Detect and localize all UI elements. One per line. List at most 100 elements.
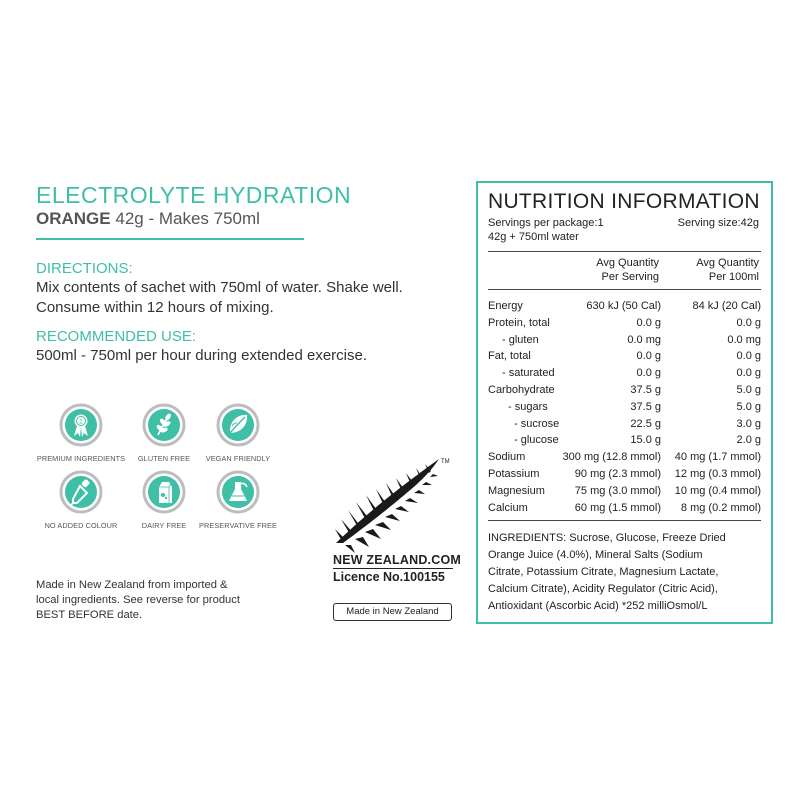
per-serving-value: 90 mg (2.3 mmol) xyxy=(574,468,661,480)
size-label: 42g - Makes 750ml xyxy=(115,209,260,228)
origin-line-2: local ingredients. See reverse for produ… xyxy=(36,594,240,606)
ingredients-list: INGREDIENTS: Sucrose, Glucose, Freeze Dr… xyxy=(488,530,766,615)
per-serving-value: 300 mg (12.8 mmol) xyxy=(562,451,661,464)
badge-preservative-free: PRESERVATIVE FREE xyxy=(188,469,288,530)
per-100ml-value: 40 mg (1.7 mmol) xyxy=(674,451,761,464)
panel-divider xyxy=(488,289,761,290)
per-serving-value: 0.0 g xyxy=(636,350,661,363)
origin-line-1: Made in New Zealand from imported & xyxy=(36,579,228,591)
nutrition-row: Energy 630 kJ (50 Cal) 84 kJ (20 Cal) xyxy=(488,300,761,317)
nutrition-row: Potassium 90 mg (2.3 mmol) 12 mg (0.3 mmol… xyxy=(488,468,761,485)
nutrition-row: - glucose 15.0 g 2.0 g xyxy=(488,434,761,451)
nz-licence: Licence No.100155 xyxy=(333,570,445,584)
per-serving-value: 0.0 g xyxy=(636,316,661,329)
product-title: ELECTROLYTE HYDRATION xyxy=(36,182,352,208)
trademark-mark: TM xyxy=(441,459,450,465)
flask-icon xyxy=(216,470,260,514)
col-header-per-serving: Avg Quantity Per Serving xyxy=(596,256,659,284)
nutrition-row: - gluten 0.0 mg 0.0 mg xyxy=(488,334,761,351)
per-serving-value: 37.5 g xyxy=(630,384,661,396)
origin-note: Made in New Zealand from imported & loca… xyxy=(36,578,276,623)
col-header-line: Per 100ml xyxy=(708,271,759,283)
nutrient-label: Energy xyxy=(488,300,523,312)
directions-heading: DIRECTIONS: xyxy=(36,260,133,277)
per-serving-value: 630 kJ (50 Cal) xyxy=(586,300,661,312)
nutrient-label: - sucrose xyxy=(514,417,560,430)
per-100ml-value: 84 kJ (20 Cal) xyxy=(692,300,761,312)
recommended-text: 500ml - 750ml per hour during extended e… xyxy=(36,347,368,364)
badge-label: DAIRY FREE xyxy=(141,521,187,530)
per-100ml-value: 12 mg (0.3 mmol) xyxy=(674,468,761,480)
col-header-line: Avg Quantity xyxy=(696,257,759,269)
ingredients-line: Citrate, Potassium Citrate, Magnesium La… xyxy=(488,566,719,578)
per-100ml-value: 2.0 g xyxy=(736,434,761,447)
nutrition-panel: NUTRITION INFORMATION Servings per packa… xyxy=(476,181,773,624)
nutrition-row: Calcium 60 mg (1.5 mmol) 8 mg (0.2 mmol) xyxy=(488,502,761,519)
per-serving-value: 37.5 g xyxy=(630,400,661,413)
per-100ml-value: 5.0 g xyxy=(736,400,761,413)
col-header-line: Avg Quantity xyxy=(596,257,659,269)
per-100ml-value: 10 mg (0.4 mmol) xyxy=(674,484,761,497)
per-100ml-value: 5.0 g xyxy=(736,384,761,396)
badge-label: NO ADDED COLOUR xyxy=(44,521,118,530)
serving-description: 42g + 750ml water xyxy=(488,231,579,243)
servings-per-package: Servings per package:1 xyxy=(488,217,604,229)
nutrition-row: - sugars 37.5 g 5.0 g xyxy=(488,401,761,418)
badge-gluten-free: GLUTEN FREE xyxy=(114,402,214,463)
nutrient-label: Potassium xyxy=(488,468,540,480)
nz-url: NEW ZEALAND.COM xyxy=(333,553,461,567)
per-100ml-value: 8 mg (0.2 mmol) xyxy=(680,501,761,514)
nutrient-label: Fat, total xyxy=(488,350,531,363)
nutrient-label: Sodium xyxy=(488,451,526,464)
badge-label: VEGAN FRIENDLY xyxy=(205,454,271,463)
per-100ml-value: 0.0 g xyxy=(736,367,761,380)
per-serving-value: 75 mg (3.0 mmol) xyxy=(574,484,661,497)
col-header-per-100ml: Avg Quantity Per 100ml xyxy=(696,256,759,284)
directions-line-1: Mix contents of sachet with 750ml of wat… xyxy=(36,279,403,296)
origin-line-3: BEST BEFORE date. xyxy=(36,609,143,621)
product-header: ELECTROLYTE HYDRATION ORANGE 42g - Makes… xyxy=(36,183,436,230)
leaf-icon xyxy=(216,403,260,447)
nutrition-row: Magnesium 75 mg (3.0 mmol) 10 mg (0.4 mmol… xyxy=(488,485,761,502)
wheat-icon xyxy=(142,403,186,447)
award-ribbon-icon: 1 xyxy=(59,403,103,447)
nutrition-row: Protein, total 0.0 g 0.0 g xyxy=(488,317,761,334)
per-serving-value: 0.0 g xyxy=(636,367,661,380)
milk-carton-icon xyxy=(142,470,186,514)
fern-logo-icon xyxy=(335,459,439,553)
per-100ml-value: 0.0 g xyxy=(736,350,761,363)
product-subtitle: ORANGE 42g - Makes 750ml xyxy=(36,208,436,230)
serving-size: Serving size:42g xyxy=(677,217,759,229)
directions-line-2: Consume within 12 hours of mixing. xyxy=(36,299,274,316)
badge-vegan-friendly: VEGAN FRIENDLY xyxy=(188,402,288,463)
nutrient-label: - glucose xyxy=(514,434,559,447)
svg-text:1: 1 xyxy=(79,419,83,426)
nutrition-row: Fat, total 0.0 g 0.0 g xyxy=(488,350,761,367)
directions-text: Mix contents of sachet with 750ml of wat… xyxy=(36,278,446,318)
per-serving-value: 15.0 g xyxy=(630,434,661,447)
nutrition-row: - saturated 0.0 g 0.0 g xyxy=(488,367,761,384)
nutrient-label: Protein, total xyxy=(488,316,550,329)
per-serving-value: 60 mg (1.5 mmol) xyxy=(574,501,661,514)
nutrition-row: Carbohydrate 37.5 g 5.0 g xyxy=(488,384,761,401)
ingredients-line: Orange Juice (4.0%), Mineral Salts (Sodi… xyxy=(488,549,703,561)
nutrient-label: Magnesium xyxy=(488,484,545,497)
nutrient-label: - gluten xyxy=(502,333,539,346)
per-serving-value: 0.0 mg xyxy=(627,333,661,346)
badge-label: PRESERVATIVE FREE xyxy=(199,521,277,530)
ingredients-line: INGREDIENTS: Sucrose, Glucose, Freeze Dr… xyxy=(488,532,726,544)
nutrient-label: Calcium xyxy=(488,501,528,514)
per-serving-value: 22.5 g xyxy=(630,417,661,430)
per-100ml-value: 3.0 g xyxy=(736,417,761,430)
per-100ml-value: 0.0 g xyxy=(736,316,761,329)
nutrient-label: - sugars xyxy=(508,400,548,413)
nutrient-label: Carbohydrate xyxy=(488,384,555,396)
nutrition-title: NUTRITION INFORMATION xyxy=(488,190,760,213)
badge-no-added-colour: NO ADDED COLOUR xyxy=(31,469,131,530)
panel-divider xyxy=(488,251,761,252)
panel-divider xyxy=(488,520,761,521)
flavour-label: ORANGE xyxy=(36,209,111,228)
nz-divider xyxy=(333,568,453,569)
nutrition-row: Sodium 300 mg (12.8 mmol) 40 mg (1.7 mmol) xyxy=(488,451,761,468)
ingredients-line: Calcium Citrate), Acidity Regulator (Cit… xyxy=(488,583,718,595)
